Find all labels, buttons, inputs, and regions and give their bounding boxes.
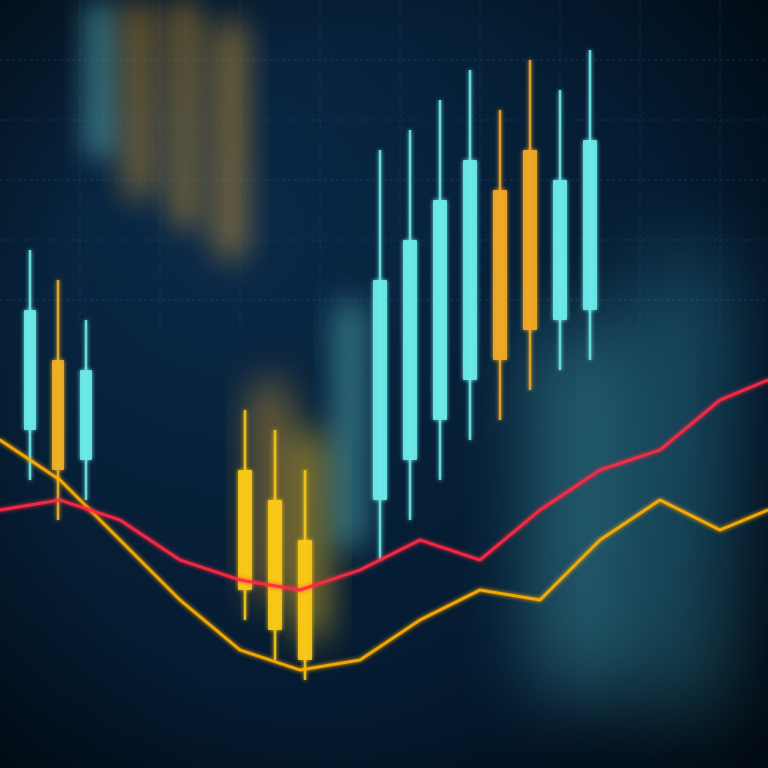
candlestick-chart bbox=[0, 0, 768, 768]
